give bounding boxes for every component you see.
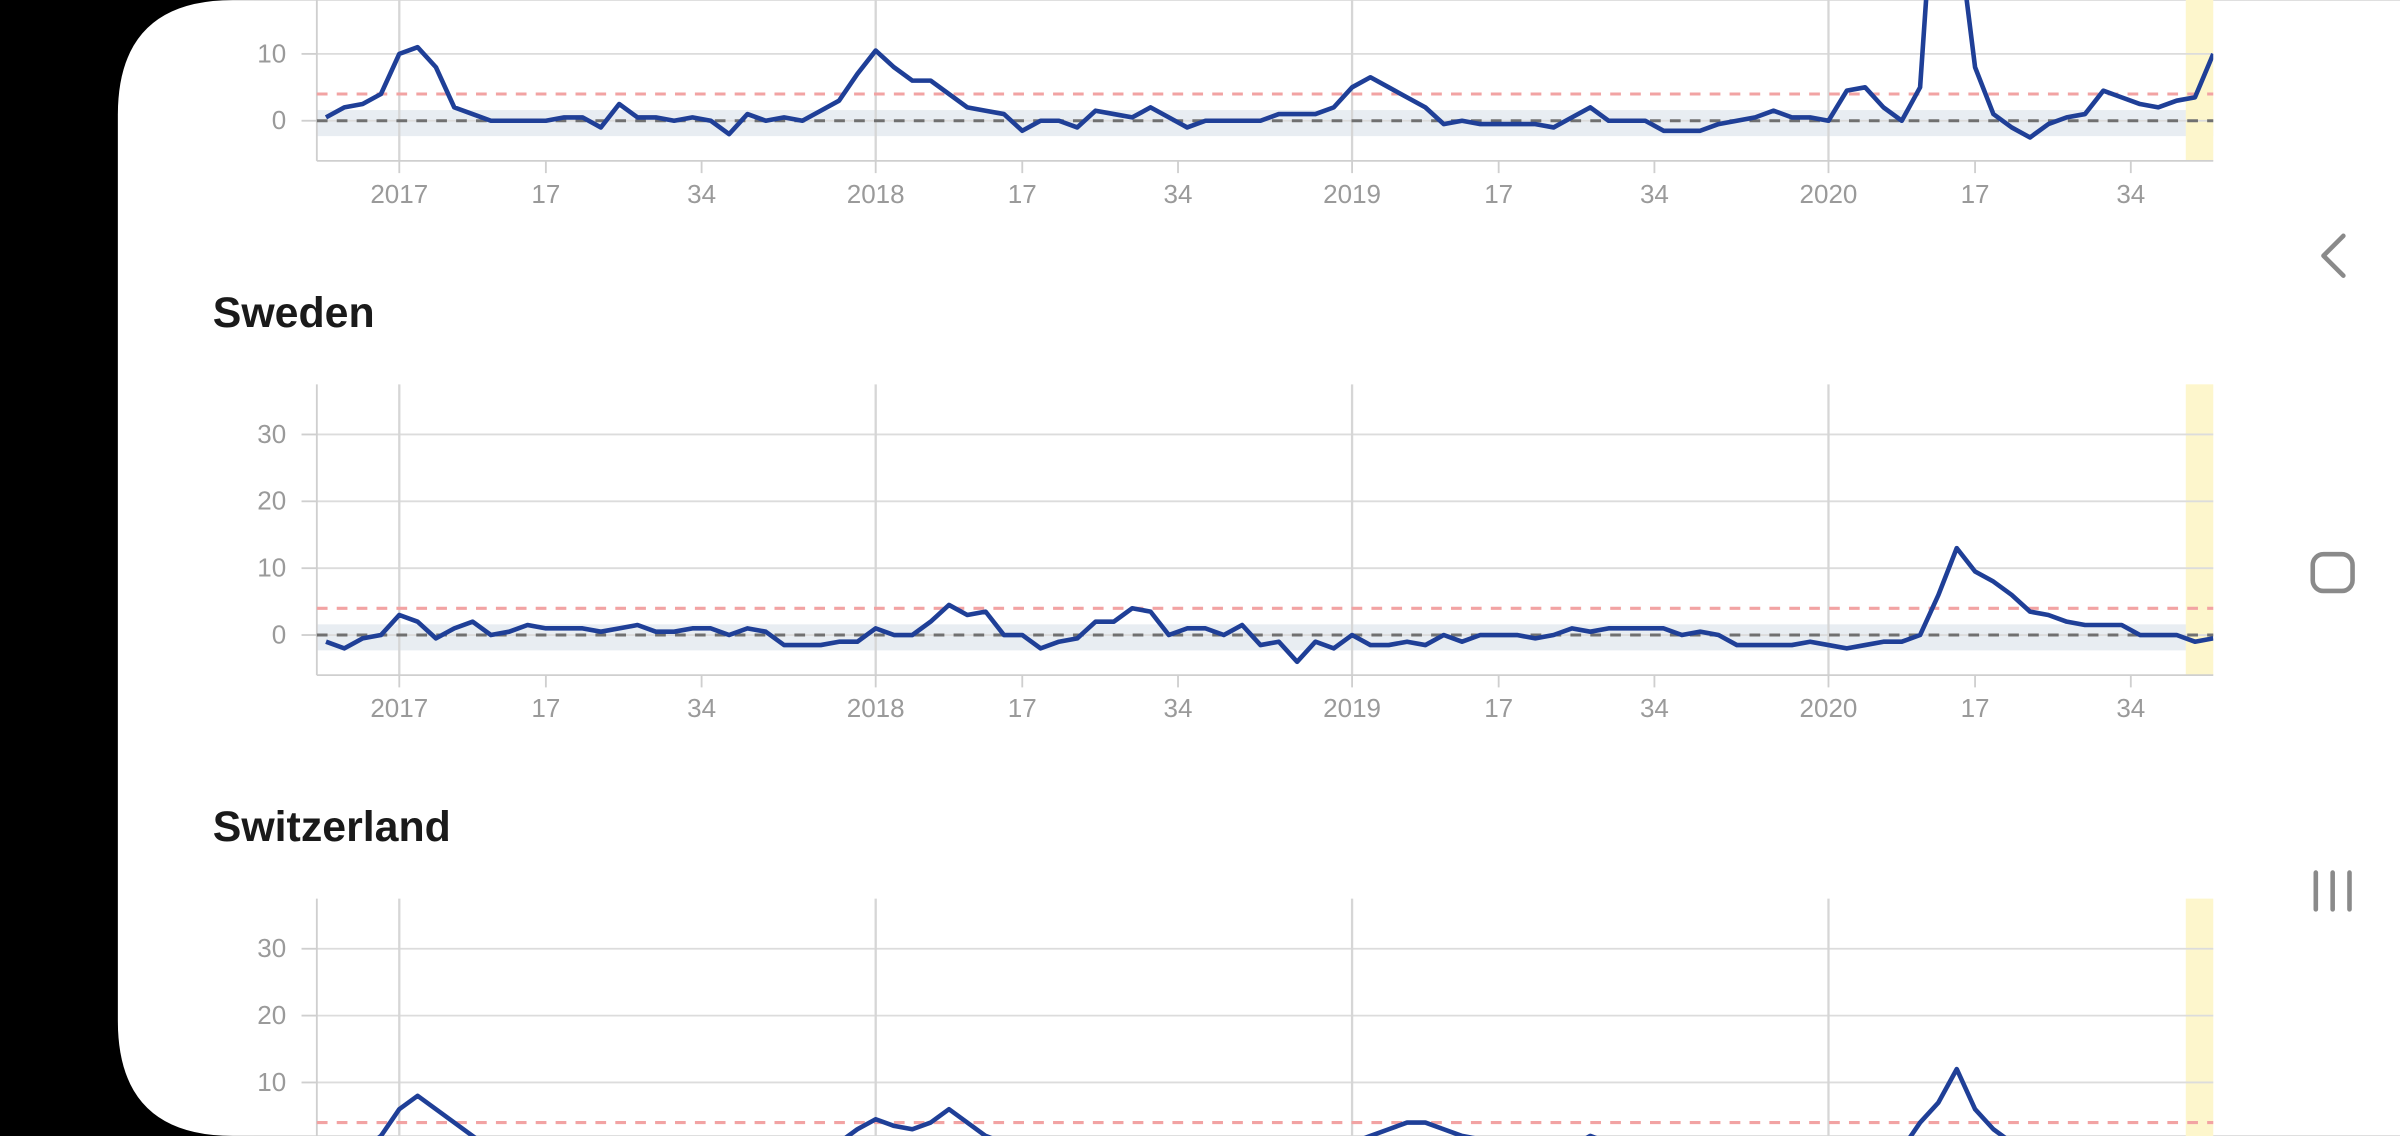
y-tick-label: 20 [257, 1000, 286, 1030]
x-tick-label: 34 [1164, 179, 1193, 209]
home-button[interactable] [2310, 551, 2355, 594]
recent-highlight [2185, 898, 2214, 1136]
x-tick-label: 17 [1961, 693, 1990, 723]
back-button[interactable] [2321, 233, 2346, 278]
x-tick-label: 17 [531, 693, 560, 723]
recents-button[interactable] [2313, 870, 2352, 912]
x-tick-label: 2017 [370, 179, 428, 209]
x-tick-label: 34 [1640, 179, 1669, 209]
chart-title: Sweden [213, 289, 375, 337]
x-tick-label: 2018 [847, 693, 905, 723]
x-tick-label: 17 [1008, 179, 1037, 209]
x-tick-label: 34 [2116, 179, 2145, 209]
x-tick-label: 34 [687, 693, 716, 723]
normal-band [316, 110, 2214, 137]
y-tick-label: 10 [257, 553, 286, 583]
y-tick-label: 10 [257, 38, 286, 68]
y-tick-label: 10 [257, 1067, 286, 1097]
x-tick-label: 2017 [370, 693, 428, 723]
chart-panel: 0 10 2017 17 34 2018 17 34 2019 17 34 2020 17 34 [257, 0, 2214, 209]
x-tick-label: 34 [2116, 693, 2145, 723]
data-line [324, 0, 2214, 140]
x-tick-label: 17 [531, 179, 560, 209]
x-tick-label: 17 [1008, 693, 1037, 723]
x-tick-label: 2019 [1323, 179, 1381, 209]
x-tick-label: 17 [1484, 693, 1513, 723]
x-tick-label: 2020 [1800, 693, 1858, 723]
x-tick-label: 34 [1164, 693, 1193, 723]
data-line [325, 545, 2214, 665]
y-tick-label: 30 [257, 419, 286, 449]
recent-highlight [2185, 384, 2214, 676]
y-tick-label: 0 [272, 1134, 286, 1136]
x-tick-label: 2018 [847, 179, 905, 209]
y-tick-label: 0 [272, 619, 286, 649]
x-tick-label: 17 [1961, 179, 1990, 209]
recent-highlight [2185, 0, 2214, 161]
chart-panel: Switzerland 0 10 20 30 [213, 803, 2214, 1136]
chart-title: Switzerland [213, 803, 451, 851]
x-tick-label: 2020 [1800, 179, 1858, 209]
x-tick-label: 34 [687, 179, 716, 209]
x-tick-label: 17 [1484, 179, 1513, 209]
x-tick-label: 2019 [1323, 693, 1381, 723]
x-tick-label: 34 [1640, 693, 1669, 723]
y-tick-label: 30 [257, 933, 286, 963]
nav-bar [2310, 233, 2355, 912]
y-tick-label: 20 [257, 486, 286, 516]
y-tick-label: 0 [272, 105, 286, 135]
chart-panel: Sweden 0 10 20 30 2017 17 34 2018 17 34 2019 17 34 202… [213, 289, 2214, 723]
